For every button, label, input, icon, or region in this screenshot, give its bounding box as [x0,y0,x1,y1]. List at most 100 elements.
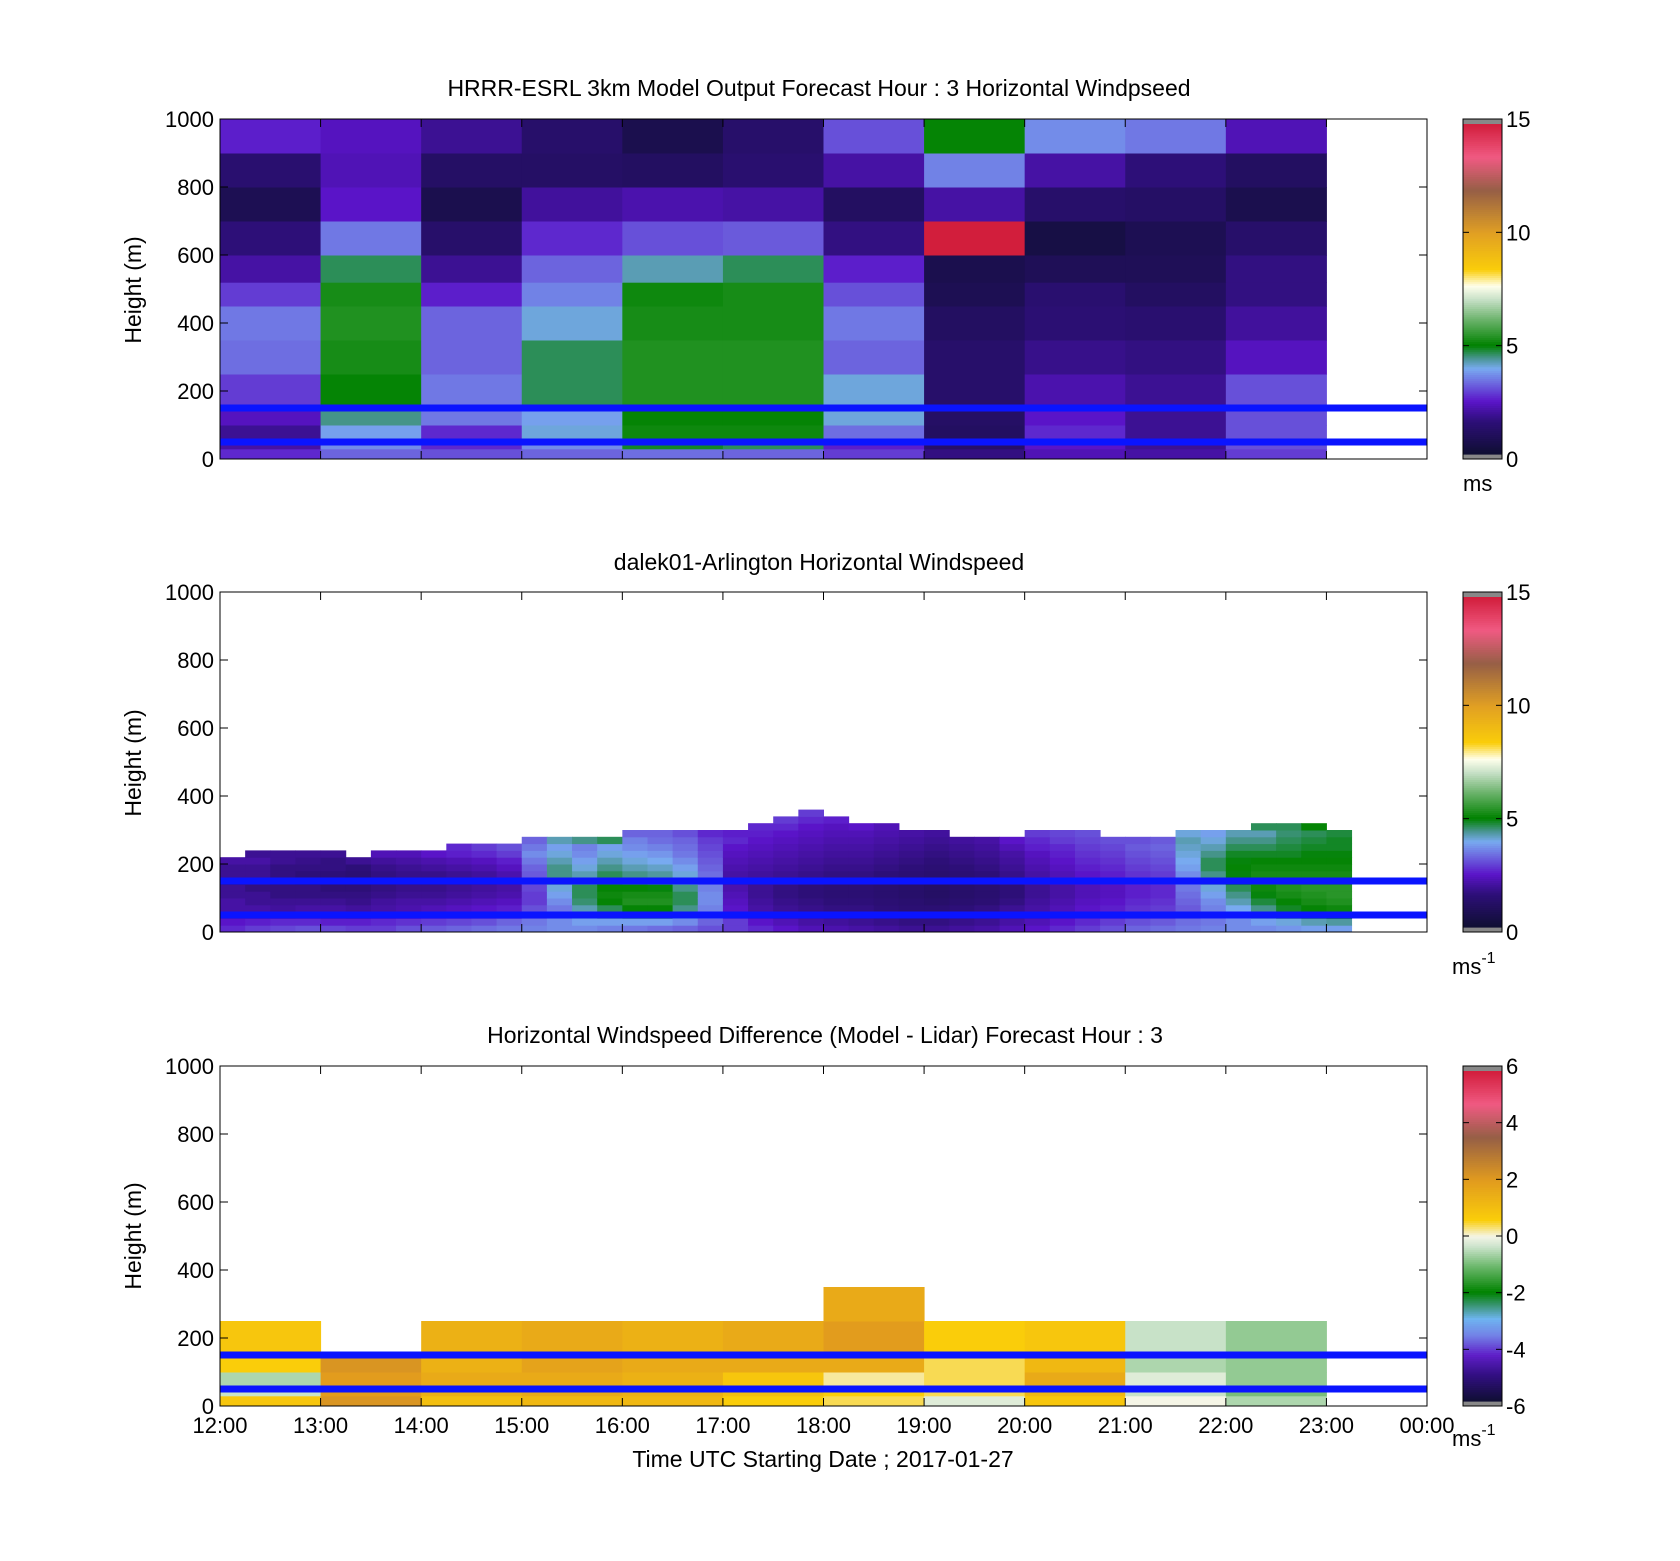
lidar-cell [672,898,699,906]
difference-colorbar-segment [1463,1166,1502,1169]
lidar-cell [1074,836,1101,845]
difference-cell [1125,1395,1227,1407]
lidar-cell [823,823,850,831]
lidar-cell [1200,850,1227,858]
lidar-cell [1250,830,1277,838]
difference-colorbar-segment [1463,1193,1502,1196]
lidar-cell [647,870,674,879]
model-colorbar-segment [1463,277,1502,280]
model-colorbar-segment [1463,355,1502,358]
panel-difference-colorbar: -6 -4 -2 0 2 4 6 [1462,1054,1526,1419]
lidar-cell [773,898,799,906]
lidar-cell [471,904,498,913]
lidar-cell [421,904,447,913]
lidar-cell [949,843,975,851]
model-cell [521,187,623,222]
lidar-colorbar-segment [1463,647,1502,651]
lidar-colorbar-segment [1463,802,1502,806]
difference-colorbar-segment [1463,1206,1502,1210]
model-colorbar-segment [1463,226,1502,230]
lidar-cell [270,891,296,899]
difference-cell [823,1321,925,1353]
difference-colorbar-segment [1463,1140,1502,1144]
lidar-cell [798,891,824,899]
model-colorbar-segment [1463,308,1502,311]
lidar-cell [1200,843,1227,851]
lidar-colorbar-segment [1463,777,1502,781]
lidar-colorbar-segment [1463,769,1502,773]
model-colorbar-segment [1463,215,1502,218]
lidar-cell [1049,918,1076,926]
lidar-cell [722,918,749,926]
lidar-colorbar-segment [1463,630,1502,633]
lidar-cell [949,918,975,926]
difference-colorbar-segment [1463,1329,1502,1332]
difference-colorbar-segment [1463,1234,1502,1237]
model-colorbar-segment [1463,335,1502,339]
lidar-cell [597,850,623,858]
panel-difference-colorbar-unit: ms-1 [1452,1422,1496,1451]
lidar-cell [1074,857,1101,865]
lidar-cell [370,925,397,933]
model-colorbar-segment [1463,351,1502,354]
model-cell [1125,448,1227,460]
model-colorbar-segment [1463,178,1502,181]
lidar-cell [1200,870,1227,879]
lidar-colorbar-segment [1463,705,1502,709]
lidar-cell [1074,925,1101,933]
lidar-cell [873,884,900,892]
difference-colorbar-segment [1463,1249,1502,1253]
model-colorbar-segment [1463,296,1502,300]
model-colorbar-segment [1463,143,1502,146]
lidar-colorbar-segment [1463,713,1502,717]
lidar-colorbar-segment [1463,626,1502,629]
model-colorbar-segment [1463,271,1502,275]
model-colorbar-segment [1463,343,1502,346]
lidar-y-tick-label: 600 [177,716,214,741]
difference-colorbar-segment [1463,1280,1502,1284]
model-colorbar-tick-label: 10 [1506,220,1530,245]
difference-colorbar-segment [1463,1303,1502,1307]
lidar-cell [572,850,598,858]
lidar-colorbar-segment [1463,740,1502,744]
lidar-cell [1125,918,1151,926]
lidar-colorbar-segment [1463,688,1502,691]
lidar-cell [898,918,925,926]
lidar-colorbar-segment [1463,787,1502,790]
lidar-cell [798,843,824,851]
difference-colorbar-segment [1463,1385,1502,1389]
lidar-cell [521,857,548,865]
difference-colorbar-segment [1463,1189,1502,1192]
lidar-cell [1326,870,1353,879]
lidar-cell [396,898,422,906]
lidar-cell [999,850,1026,858]
model-cell [924,255,1026,283]
lidar-colorbar-tick-label: 0 [1506,920,1518,945]
difference-x-tick-label: 17:00 [695,1413,750,1438]
lidar-colorbar-segment [1463,608,1502,612]
lidar-cell [1024,898,1051,906]
model-cell [722,306,824,341]
difference-colorbar-segment [1463,1311,1502,1315]
difference-colorbar-segment [1463,1368,1502,1371]
panel-model-reference-lines [220,404,1427,446]
lidar-colorbar-segment [1463,674,1502,678]
lidar-cell [572,904,598,913]
model-colorbar-segment [1463,133,1502,137]
difference-x-tick-label: 15:00 [494,1413,549,1438]
lidar-cell [722,898,749,906]
lidar-colorbar-segment [1463,771,1502,775]
lidar-colorbar-segment [1463,897,1502,901]
difference-colorbar-segment [1463,1214,1502,1218]
lidar-cell [496,870,523,879]
lidar-colorbar-segment [1463,816,1502,819]
lidar-cell [1200,925,1227,933]
model-cell [1225,119,1327,154]
lidar-cell [622,864,648,872]
difference-colorbar-segment [1463,1377,1502,1381]
lidar-cell [1276,843,1302,851]
lidar-colorbar-segment [1463,804,1502,808]
lidar-cell [823,864,850,872]
model-colorbar-segment [1463,399,1502,403]
model-colorbar-segment [1463,182,1502,185]
